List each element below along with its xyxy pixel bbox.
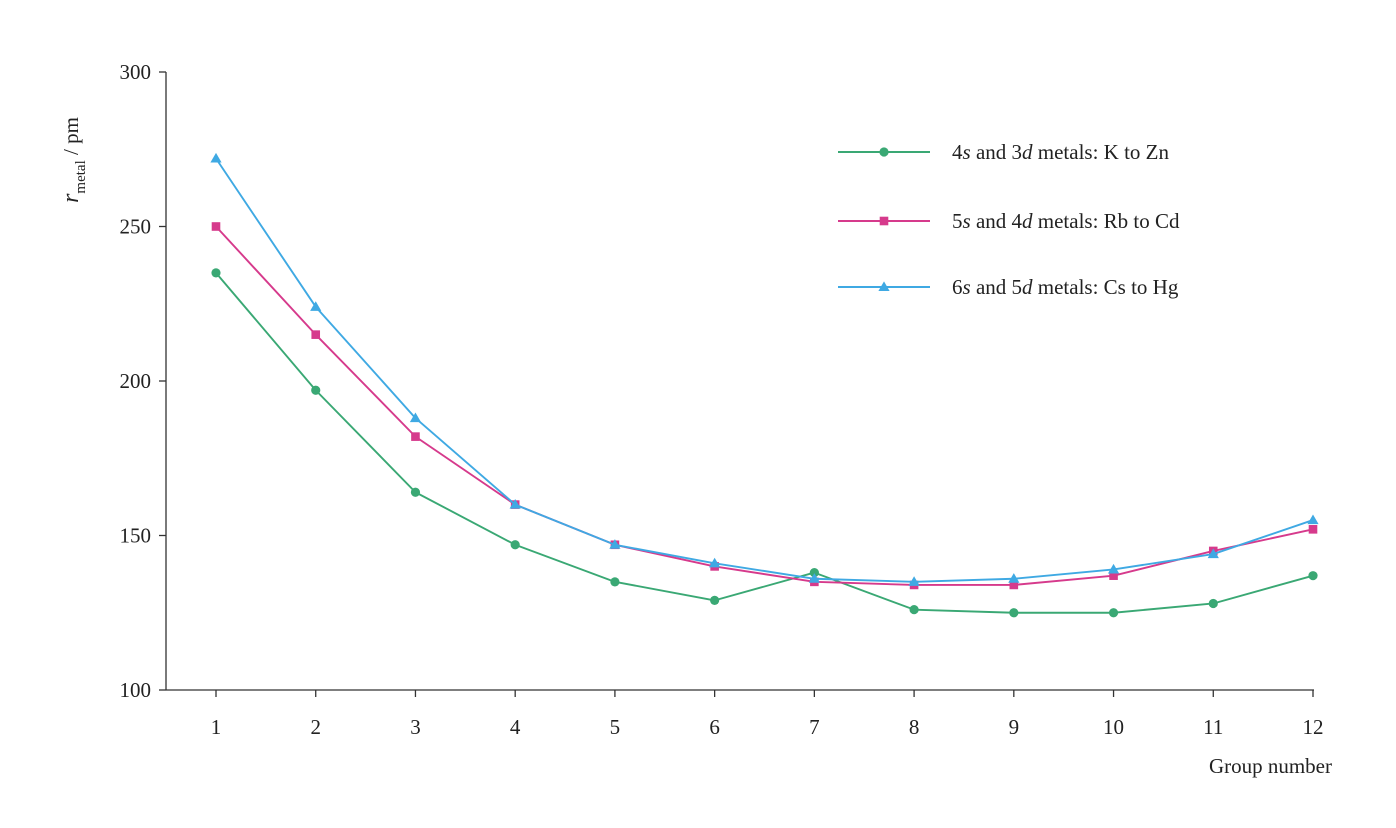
series-1 [211, 268, 1318, 618]
x-tick-label: 2 [310, 715, 321, 739]
legend-label: 5s and 4d metals: Rb to Cd [952, 209, 1180, 233]
data-point [509, 499, 521, 509]
data-point [1009, 608, 1019, 618]
data-point [609, 539, 621, 549]
y-tick-label: 200 [120, 369, 152, 393]
series-line [215, 272, 1314, 614]
data-point [211, 268, 221, 278]
x-tick-label: 9 [1009, 715, 1020, 739]
series-3 [210, 152, 1319, 586]
legend: 4s and 3d metals: K to Zn 5s and 4d metal… [838, 140, 1180, 299]
data-point [1207, 548, 1219, 559]
data-point [1109, 571, 1118, 580]
data-point [1009, 580, 1019, 590]
x-tick-label: 3 [410, 715, 421, 739]
data-point [310, 301, 322, 311]
y-axis-title-subscript: metal [73, 160, 89, 193]
x-tick-label: 4 [510, 715, 521, 739]
data-point [210, 152, 222, 163]
legend-swatch-marker [879, 216, 889, 226]
legend-label: 6s and 5d metals: Cs to Hg [952, 275, 1179, 299]
data-point [709, 557, 721, 568]
y-tick-label: 150 [120, 524, 152, 548]
data-point [808, 573, 820, 583]
legend-swatch-marker [878, 281, 890, 292]
x-ticks: 1 2 3 4 5 6 7 8 9 10 11 12 [211, 690, 1324, 739]
data-point [710, 595, 720, 605]
data-point [1208, 598, 1218, 609]
data-point [1008, 573, 1020, 583]
legend-label: 4s and 3d metals: K to Zn [952, 140, 1169, 164]
data-point [1307, 514, 1319, 525]
y-axis-title: rmetal / pm [58, 117, 89, 203]
series-line [215, 225, 1314, 586]
data-point [1308, 571, 1318, 581]
data-point [909, 605, 919, 615]
x-axis-title: Group number [1209, 754, 1332, 778]
x-tick-label: 6 [709, 715, 720, 739]
y-axis-title-variable: r [58, 193, 84, 203]
legend-item-1: 4s and 3d metals: K to Zn [838, 140, 1169, 164]
data-point [409, 412, 422, 423]
data-point [410, 487, 421, 497]
data-point [1308, 525, 1318, 534]
data-point [1107, 563, 1120, 574]
y-tick-label: 300 [120, 60, 152, 84]
data-point [908, 576, 920, 586]
x-tick-label: 5 [610, 715, 621, 739]
legend-item-2: 5s and 4d metals: Rb to Cd [838, 209, 1180, 233]
y-axis-title-unit: / pm [59, 117, 83, 160]
data-point [809, 567, 819, 578]
data-point [211, 222, 221, 231]
y-ticks: 100 150 200 250 300 [120, 60, 166, 702]
series-layer [210, 152, 1319, 618]
x-tick-label: 7 [809, 715, 820, 739]
series-line [215, 157, 1314, 583]
data-point [311, 385, 321, 395]
y-tick-label: 100 [120, 678, 152, 702]
x-tick-label: 12 [1303, 715, 1324, 739]
data-point [610, 577, 620, 587]
data-point [411, 432, 420, 441]
y-tick-label: 250 [120, 215, 152, 239]
x-tick-label: 11 [1203, 715, 1223, 739]
legend-swatch-marker [879, 147, 889, 157]
x-tick-label: 10 [1103, 715, 1124, 739]
x-axis: 1 2 3 4 5 6 7 8 9 10 11 12 Group number [166, 689, 1332, 778]
data-point [510, 540, 520, 550]
x-tick-label: 8 [909, 715, 920, 739]
y-axis: 100 150 200 250 300 rmetal / pm [58, 60, 167, 702]
data-point [1108, 608, 1119, 618]
x-tick-label: 1 [211, 715, 222, 739]
legend-item-3: 6s and 5d metals: Cs to Hg [838, 275, 1179, 299]
data-point [311, 330, 321, 339]
